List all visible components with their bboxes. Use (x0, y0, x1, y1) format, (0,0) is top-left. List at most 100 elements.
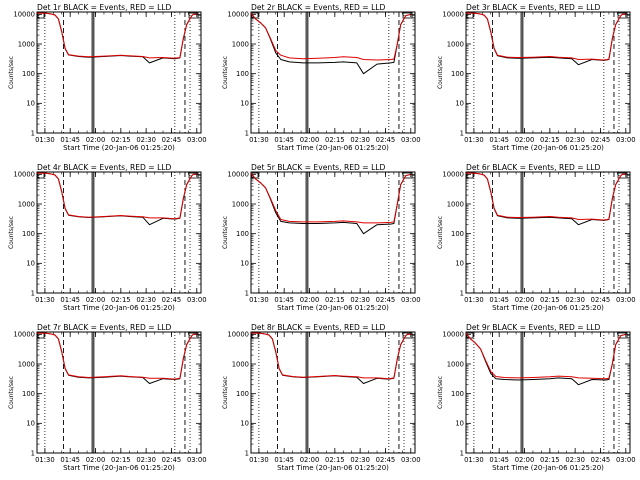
y-tick-label: 10000 (13, 331, 35, 339)
x-axis-label: Start Time (20-Jan-06 01:25:20) (277, 304, 389, 312)
y-tick-label: 10000 (442, 331, 464, 339)
y-axis-label: Counts/sec (222, 216, 229, 249)
chart-title: Det 6r BLACK = Events, RED = LLD (466, 163, 601, 172)
y-tick-label: 10 (240, 260, 249, 268)
plot-frame (465, 171, 631, 294)
x-tick-label: 02:15 (540, 136, 560, 144)
y-axis-label: Counts/sec (222, 56, 229, 89)
plot-frame (250, 11, 416, 134)
y-tick-label: 100 (236, 390, 249, 398)
x-tick-label: 03:00 (401, 136, 421, 144)
x-tick-label: 02:00 (515, 136, 535, 144)
x-tick-label: 02:00 (86, 136, 106, 144)
x-tick-label: 02:00 (86, 456, 106, 464)
x-tick-label: 01:30 (35, 136, 55, 144)
x-tick-label: 01:30 (249, 296, 269, 304)
corner-box-right (617, 332, 628, 339)
x-tick-label: 02:15 (325, 296, 345, 304)
y-axis-label: Counts/sec (437, 216, 444, 249)
corner-box-right (402, 332, 413, 339)
chart-panel-1: Det 1r BLACK = Events, RED = LLD 1 10 100 10… (8, 3, 207, 152)
chart-title: Det 7r BLACK = Events, RED = LLD (37, 323, 172, 332)
y-tick-label: 1 (245, 449, 249, 457)
x-tick-label: 01:45 (274, 456, 294, 464)
events-series-line (37, 172, 197, 226)
x-tick-label: 02:15 (111, 456, 131, 464)
lld-series-line (466, 172, 626, 221)
x-tick-label: 02:30 (350, 136, 370, 144)
x-axis-label: Start Time (20-Jan-06 01:25:20) (492, 304, 604, 312)
x-tick-label: 02:15 (540, 296, 560, 304)
y-tick-label: 1000 (447, 40, 464, 48)
y-tick-label: 1000 (18, 360, 35, 368)
y-tick-label: 100 (22, 70, 35, 78)
x-axis-label: Start Time (20-Jan-06 01:25:20) (277, 144, 389, 152)
chart-panel-5: Det 5r BLACK = Events, RED = LLD 1 10 100 10… (222, 163, 421, 312)
x-tick-label: 01:30 (249, 136, 269, 144)
x-tick-label: 02:15 (325, 456, 345, 464)
x-tick-label: 02:45 (591, 136, 611, 144)
chart-title: Det 8r BLACK = Events, RED = LLD (251, 323, 386, 332)
chart-panel-9: Det 9r BLACK = Events, RED = LLD 1 10 100 10… (437, 323, 636, 472)
corner-box-right (188, 12, 199, 19)
x-axis-label: Start Time (20-Jan-06 01:25:20) (63, 464, 175, 472)
chart-panel-4: Det 4r BLACK = Events, RED = LLD 1 10 100 10… (8, 163, 207, 312)
y-tick-label: 1 (245, 289, 249, 297)
x-tick-label: 02:15 (111, 296, 131, 304)
y-tick-label: 1000 (232, 40, 249, 48)
y-tick-label: 10 (26, 260, 35, 268)
y-tick-label: 10 (240, 100, 249, 108)
x-tick-label: 02:00 (300, 456, 320, 464)
y-tick-label: 10 (455, 260, 464, 268)
y-tick-label: 100 (451, 230, 464, 238)
x-tick-label: 01:45 (489, 456, 509, 464)
y-tick-label: 10 (240, 420, 249, 428)
y-tick-label: 10000 (227, 171, 249, 179)
x-tick-label: 02:45 (591, 456, 611, 464)
x-tick-label: 02:00 (515, 296, 535, 304)
y-tick-label: 10 (26, 420, 35, 428)
x-axis-label: Start Time (20-Jan-06 01:25:20) (277, 464, 389, 472)
x-tick-label: 01:45 (60, 456, 80, 464)
y-tick-label: 100 (236, 230, 249, 238)
y-tick-label: 1000 (232, 200, 249, 208)
x-tick-label: 02:45 (376, 296, 396, 304)
y-tick-label: 100 (451, 390, 464, 398)
plot-frame (465, 331, 631, 454)
plot-frame (36, 11, 202, 134)
lld-series-line (37, 332, 197, 380)
y-tick-label: 10000 (227, 331, 249, 339)
x-tick-label: 01:30 (464, 136, 484, 144)
x-tick-label: 02:45 (162, 296, 182, 304)
y-tick-label: 100 (451, 70, 464, 78)
lld-series-line (37, 12, 197, 59)
x-tick-label: 02:30 (565, 136, 585, 144)
x-tick-label: 02:30 (350, 296, 370, 304)
x-tick-label: 02:00 (300, 296, 320, 304)
x-axis-label: Start Time (20-Jan-06 01:25:20) (63, 144, 175, 152)
x-tick-label: 01:45 (274, 136, 294, 144)
x-tick-label: 02:45 (376, 136, 396, 144)
lld-series-line (466, 12, 626, 61)
x-tick-label: 02:45 (591, 296, 611, 304)
x-tick-label: 02:30 (565, 456, 585, 464)
x-tick-label: 02:45 (376, 456, 396, 464)
x-tick-label: 03:00 (401, 456, 421, 464)
y-tick-label: 1000 (18, 200, 35, 208)
y-tick-label: 1 (31, 449, 35, 457)
x-tick-label: 02:30 (136, 136, 156, 144)
x-tick-label: 01:45 (489, 296, 509, 304)
y-tick-label: 10000 (13, 11, 35, 19)
lld-series-line (250, 172, 411, 224)
x-tick-label: 02:00 (300, 136, 320, 144)
y-axis-label: Counts/sec (8, 376, 15, 409)
x-tick-label: 02:30 (350, 456, 370, 464)
y-tick-label: 1 (245, 129, 249, 137)
x-tick-label: 03:00 (616, 296, 636, 304)
x-tick-label: 02:15 (111, 136, 131, 144)
plot-frame (465, 11, 631, 134)
plot-frame (36, 331, 202, 454)
corner-box-right (188, 332, 199, 339)
x-tick-label: 02:45 (162, 456, 182, 464)
x-tick-label: 02:30 (136, 456, 156, 464)
